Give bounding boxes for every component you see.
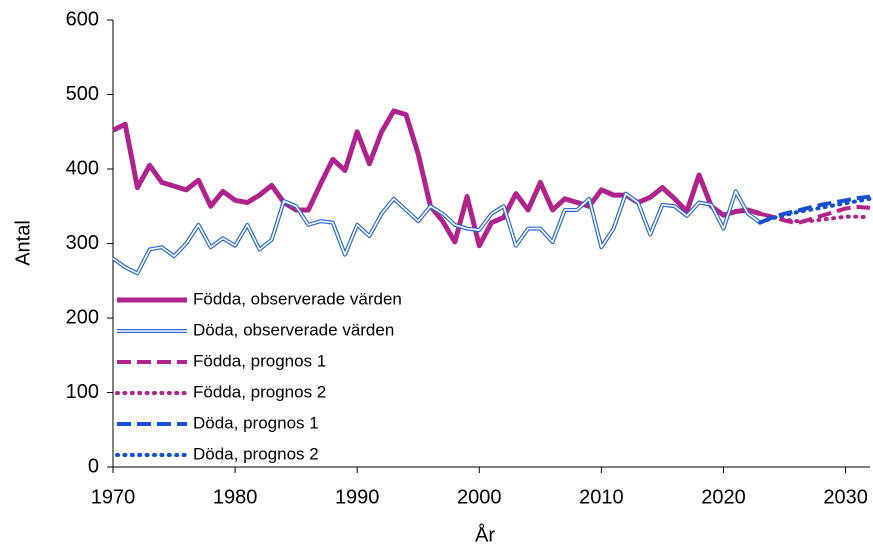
legend-label: Döda, prognos 1 — [193, 413, 319, 432]
legend-label: Döda, observerade värden — [193, 320, 394, 339]
legend-label: Födda, prognos 1 — [193, 351, 326, 370]
series-line-inner — [112, 190, 761, 275]
x-tick-label: 1980 — [213, 486, 258, 508]
y-tick-label: 500 — [66, 83, 99, 105]
y-axis-label: Antal — [12, 220, 34, 266]
series-line — [759, 204, 871, 226]
x-tick-label: 1970 — [91, 486, 136, 508]
x-tick-label: 2010 — [579, 486, 624, 508]
x-tick-label: 2020 — [701, 486, 746, 508]
x-tick-label: 1990 — [335, 486, 380, 508]
y-tick-label: 100 — [66, 381, 99, 403]
legend-label: Döda, prognos 2 — [193, 444, 319, 463]
y-tick-label: 0 — [88, 455, 99, 477]
x-tick-label: 2000 — [457, 486, 502, 508]
y-tick-label: 300 — [66, 232, 99, 254]
legend-label: Födda, prognos 2 — [193, 382, 326, 401]
x-axis-label: År — [475, 523, 495, 546]
legend-label: Födda, observerade värden — [193, 289, 402, 308]
series-line — [111, 108, 761, 249]
y-tick-label: 600 — [66, 8, 99, 30]
x-tick-label: 2030 — [823, 486, 868, 508]
y-tick-label: 200 — [66, 306, 99, 328]
y-tick-label: 400 — [66, 157, 99, 179]
